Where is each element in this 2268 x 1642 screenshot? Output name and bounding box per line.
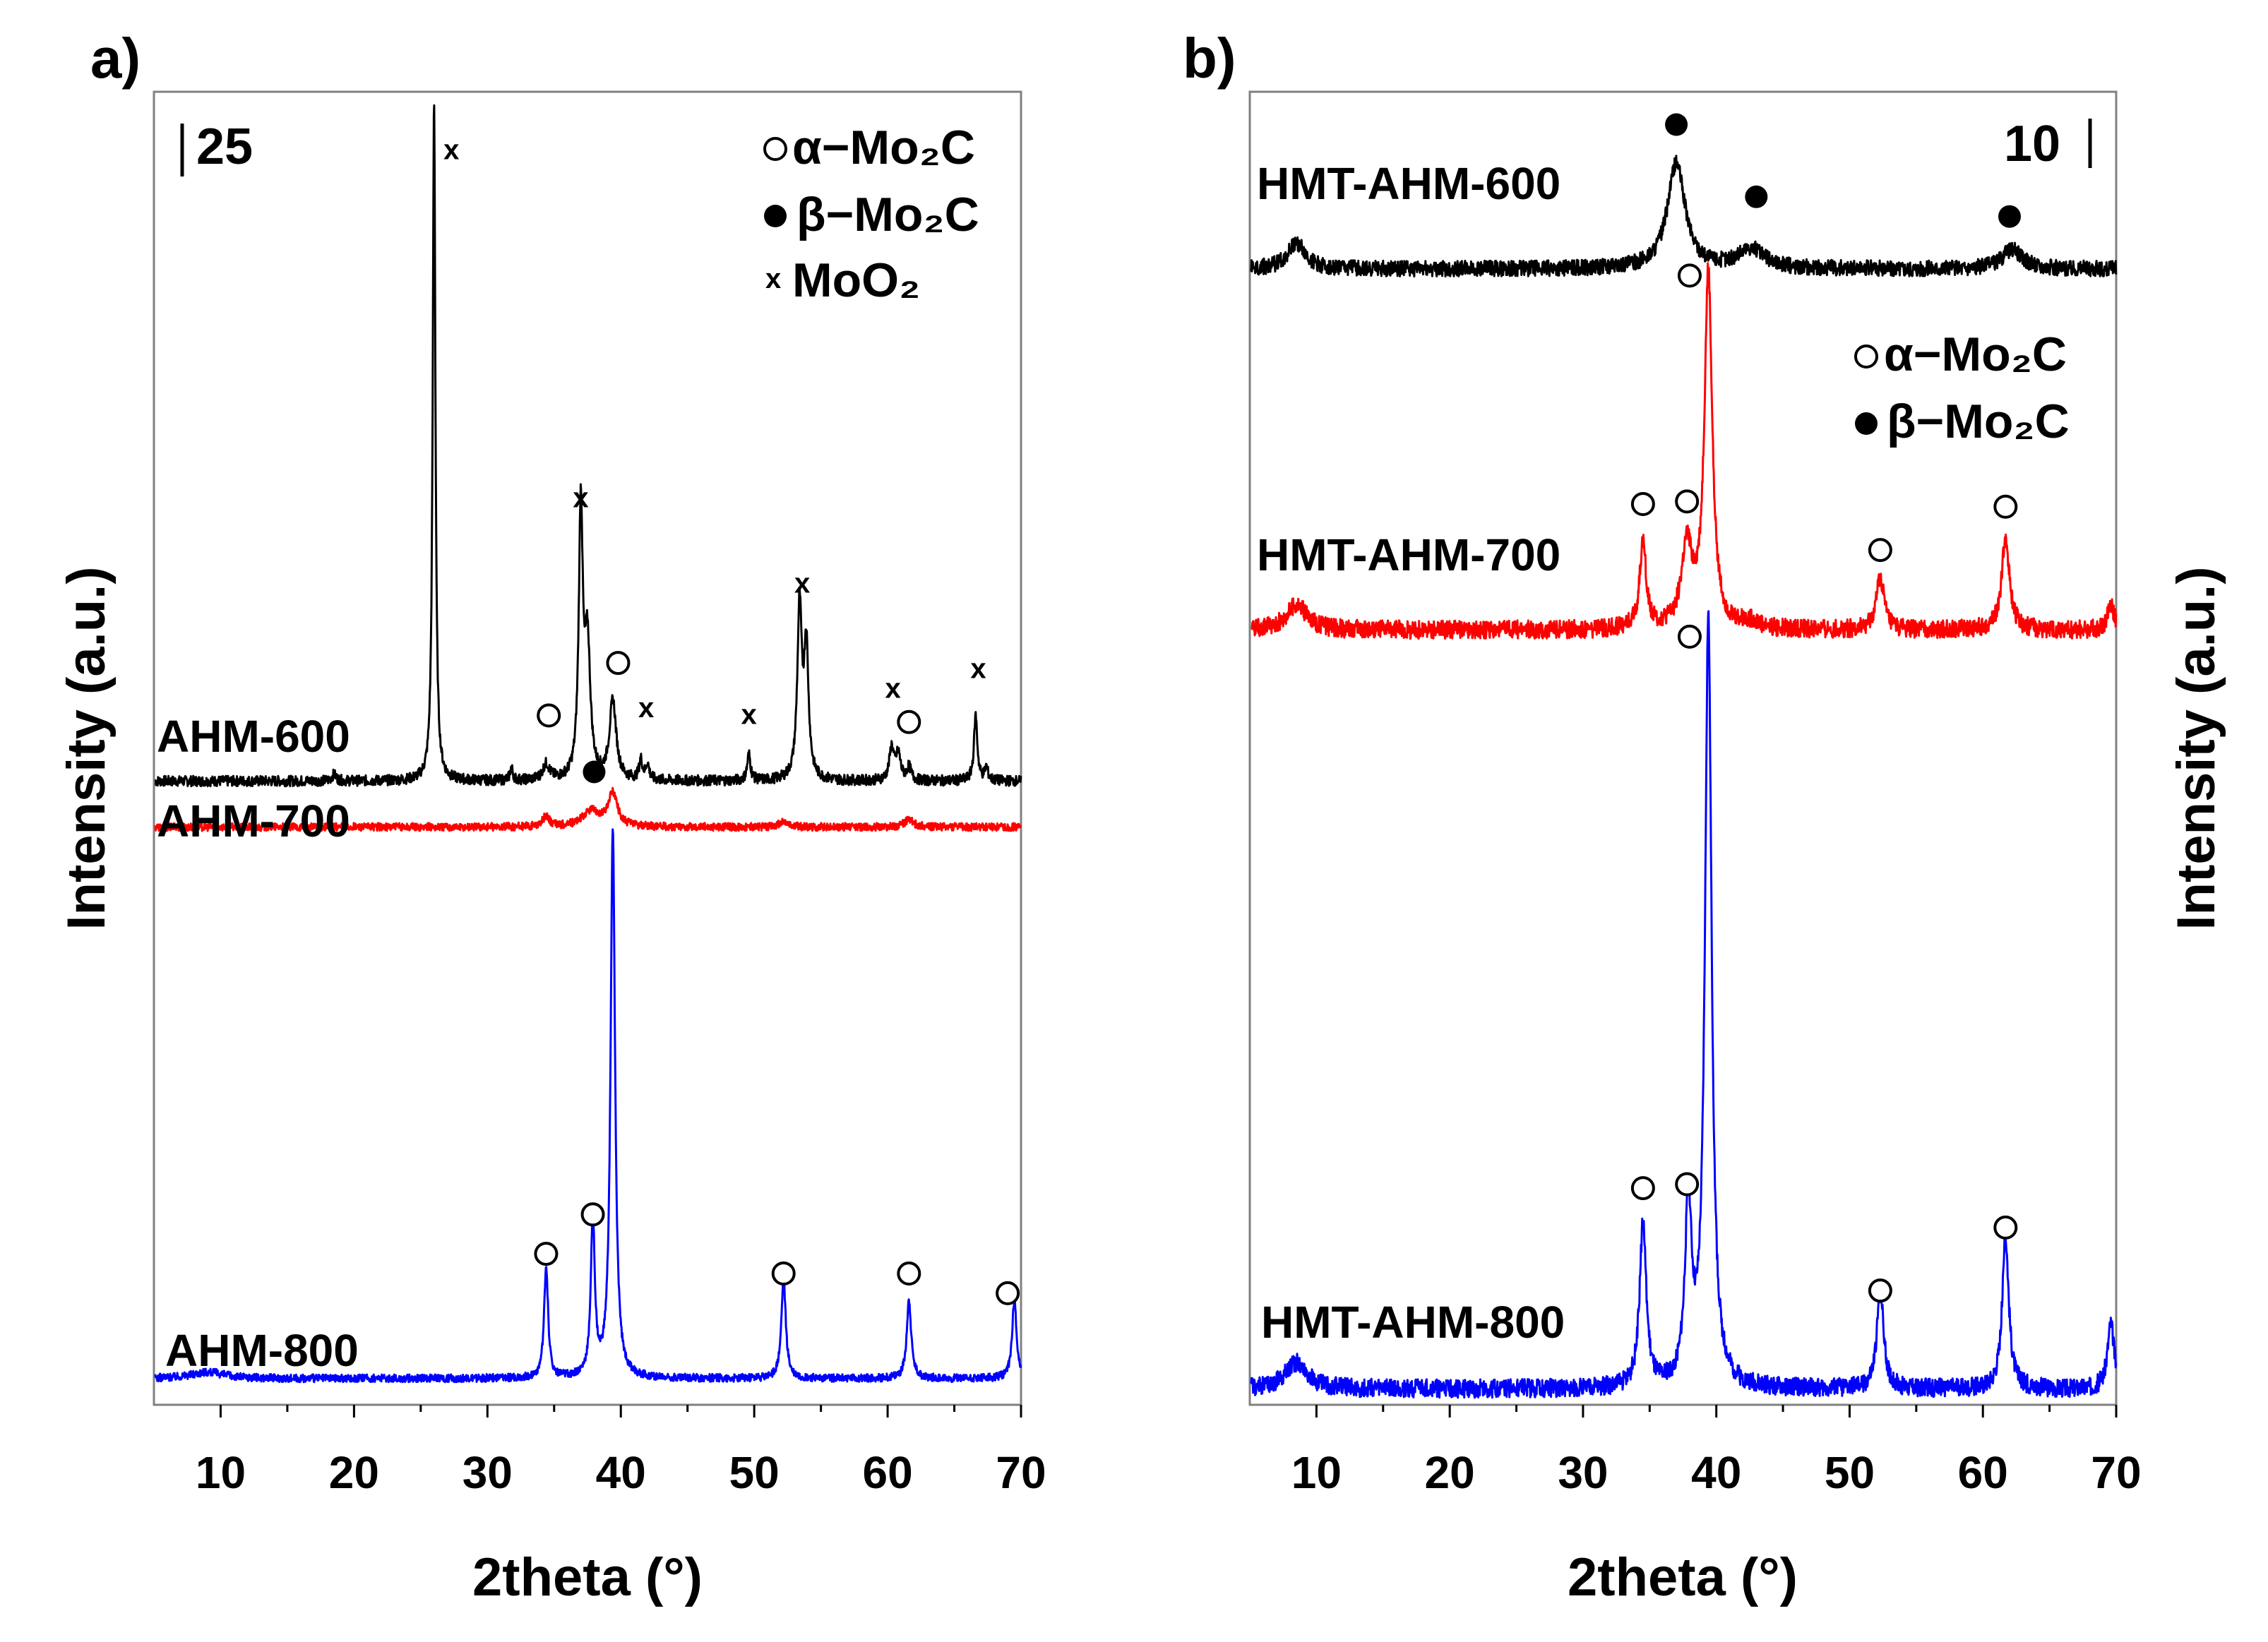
- x-tick-label: 60: [1958, 1447, 2008, 1498]
- alpha-mo2c-marker: [534, 1242, 559, 1266]
- panel-a-series: [154, 104, 1022, 1384]
- sample-label-hmt-ahm-600: HMT-AHM-600: [1257, 158, 1560, 209]
- x-tick-label: 40: [1691, 1447, 1741, 1498]
- alpha-mo2c-marker: [996, 1281, 1020, 1305]
- x-tick-label: 50: [1825, 1447, 1875, 1498]
- panel-b-x-axis: 10 20 30 40 50 60 70: [1291, 1405, 2142, 1498]
- beta-mo2c-marker: [583, 760, 606, 784]
- sample-label-ahm-600: AHM-600: [157, 711, 350, 762]
- alpha-mo2c-marker: [897, 1262, 921, 1286]
- x-tick-label: 10: [196, 1447, 246, 1498]
- alpha-mo2c-marker: [1675, 1172, 1700, 1197]
- legend-beta-mo2c: β−Mo₂C: [1887, 395, 2070, 448]
- alpha-mo2c-marker: [1677, 263, 1702, 288]
- panel-b-y-axis-title: Intensity (a.u.): [2166, 566, 2226, 930]
- series-line-hmt-ahm-800: [1250, 610, 2118, 1399]
- series-line-hmt-ahm-600: [1250, 155, 2118, 278]
- panel-a-scale-label: 25: [196, 119, 253, 175]
- x-tick-label: 20: [329, 1447, 379, 1498]
- alpha-mo2c-marker: [1993, 494, 2018, 519]
- alpha-mo2c-marker: [771, 1262, 796, 1286]
- series-line-hmt-ahm-700: [1251, 262, 2118, 640]
- panel-b-plot-frame: [1248, 90, 2118, 1406]
- x-tick-label: 10: [1291, 1447, 1342, 1498]
- alpha-mo2c-marker: [897, 709, 921, 734]
- legend-beta-mo2c: β−Mo₂C: [796, 188, 979, 241]
- moo2-marker: x: [885, 673, 901, 704]
- moo2-marker: x: [794, 568, 810, 599]
- alpha-mo2c-marker: [537, 703, 561, 728]
- panel-b-peak-markers: [1630, 113, 2021, 1303]
- alpha-mo2c-marker: [1993, 1215, 2018, 1240]
- moo2-marker: x: [638, 693, 654, 724]
- legend-filled-circle-icon: [764, 205, 787, 227]
- legend-alpha-mo2c: α−Mo₂C: [792, 121, 975, 174]
- sample-label-hmt-ahm-700: HMT-AHM-700: [1257, 529, 1560, 580]
- panel-b: b) 10 20 30 40 50 60 70 HMT-AHM-600 HMT-AHM-70…: [1183, 27, 2226, 1607]
- legend-filled-circle-icon: [1855, 412, 1878, 435]
- panel-a: a) 10 20 30 40 50 60 70 x x x x x x x AHM-600 AHM-70…: [56, 27, 1046, 1607]
- sample-label-ahm-700: AHM-700: [157, 796, 350, 846]
- moo2-marker: x: [443, 135, 459, 166]
- panel-a-legend: α−Mo₂C β−Mo₂C x MoO₂: [763, 121, 979, 307]
- alpha-mo2c-marker: [580, 1202, 605, 1227]
- legend-x-icon: x: [765, 263, 781, 294]
- panel-a-peak-markers: x x x x x x x: [443, 135, 1020, 1305]
- panel-b-series: [1250, 155, 2118, 1399]
- moo2-marker: x: [970, 653, 986, 684]
- x-tick-label: 30: [462, 1447, 513, 1498]
- panel-a-y-axis-title: Intensity (a.u.): [56, 566, 117, 930]
- legend-open-circle-icon: [763, 137, 787, 161]
- beta-mo2c-marker: [1745, 185, 1768, 208]
- panel-b-legend: α−Mo₂C β−Mo₂C: [1854, 328, 2070, 448]
- series-line-ahm-700: [154, 786, 1022, 832]
- x-tick-label: 40: [596, 1447, 646, 1498]
- moo2-marker: x: [573, 483, 588, 514]
- panel-a-label: a): [90, 27, 141, 90]
- panel-a-x-axis-title: 2theta (°): [472, 1547, 703, 1607]
- series-line-ahm-800: [154, 828, 1022, 1384]
- x-tick-label: 70: [2091, 1447, 2141, 1498]
- beta-mo2c-marker: [1665, 113, 1688, 136]
- panel-a-plot-frame: [153, 90, 1022, 1406]
- x-tick-label: 60: [862, 1447, 912, 1498]
- x-tick-label: 30: [1558, 1447, 1608, 1498]
- alpha-mo2c-marker: [1630, 492, 1655, 517]
- alpha-mo2c-marker: [1868, 1278, 1892, 1303]
- panel-b-label: b): [1183, 27, 1236, 90]
- beta-mo2c-marker: [1998, 205, 2021, 228]
- panel-b-x-axis-title: 2theta (°): [1568, 1547, 1798, 1607]
- series-line-ahm-600: [154, 104, 1022, 788]
- legend-open-circle-icon: [1854, 344, 1878, 368]
- panel-b-scale-label: 10: [2004, 116, 2060, 172]
- legend-moo2: MoO₂: [792, 253, 920, 307]
- alpha-mo2c-marker: [1630, 1176, 1655, 1201]
- alpha-mo2c-marker: [1677, 624, 1702, 649]
- x-tick-label: 50: [729, 1447, 780, 1498]
- legend-alpha-mo2c: α−Mo₂C: [1884, 328, 2067, 381]
- moo2-marker: x: [741, 700, 756, 731]
- x-tick-label: 20: [1425, 1447, 1475, 1498]
- x-tick-label: 70: [996, 1447, 1046, 1498]
- panel-a-x-axis: 10 20 30 40 50 60 70: [196, 1405, 1046, 1498]
- sample-label-ahm-800: AHM-800: [165, 1325, 359, 1376]
- sample-label-hmt-ahm-800: HMT-AHM-800: [1261, 1297, 1565, 1348]
- alpha-mo2c-marker: [1868, 538, 1892, 563]
- alpha-mo2c-marker: [1675, 489, 1700, 514]
- alpha-mo2c-marker: [606, 651, 631, 676]
